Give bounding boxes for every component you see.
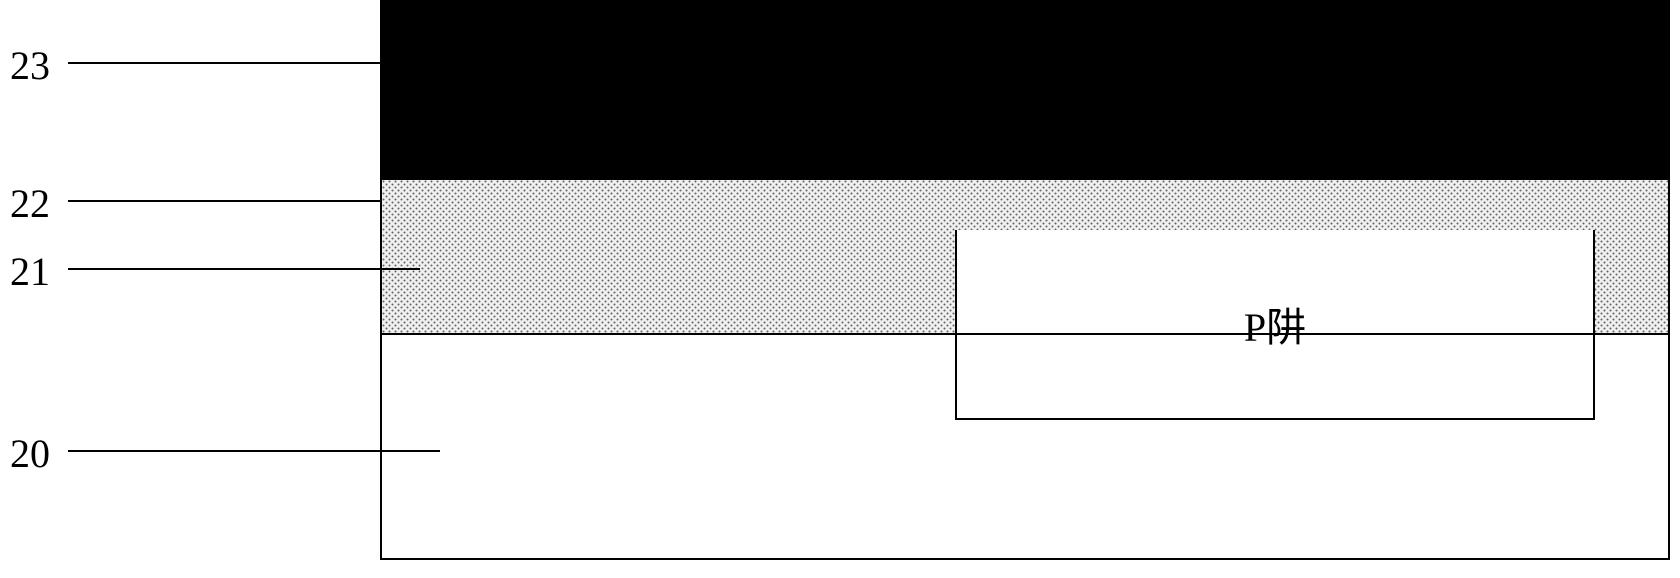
cross-section-diagram: P阱 [380,0,1670,560]
p-well-region: P阱 [955,230,1595,420]
label-22: 22 [10,180,50,227]
leader-22 [68,200,380,202]
p-well-label: P阱 [1244,295,1306,353]
leader-21 [68,268,420,270]
label-21: 21 [10,248,50,295]
label-23: 23 [10,42,50,89]
label-20: 20 [10,430,50,477]
leader-20 [68,450,440,452]
leader-23 [68,62,380,64]
layer-23 [380,0,1670,180]
